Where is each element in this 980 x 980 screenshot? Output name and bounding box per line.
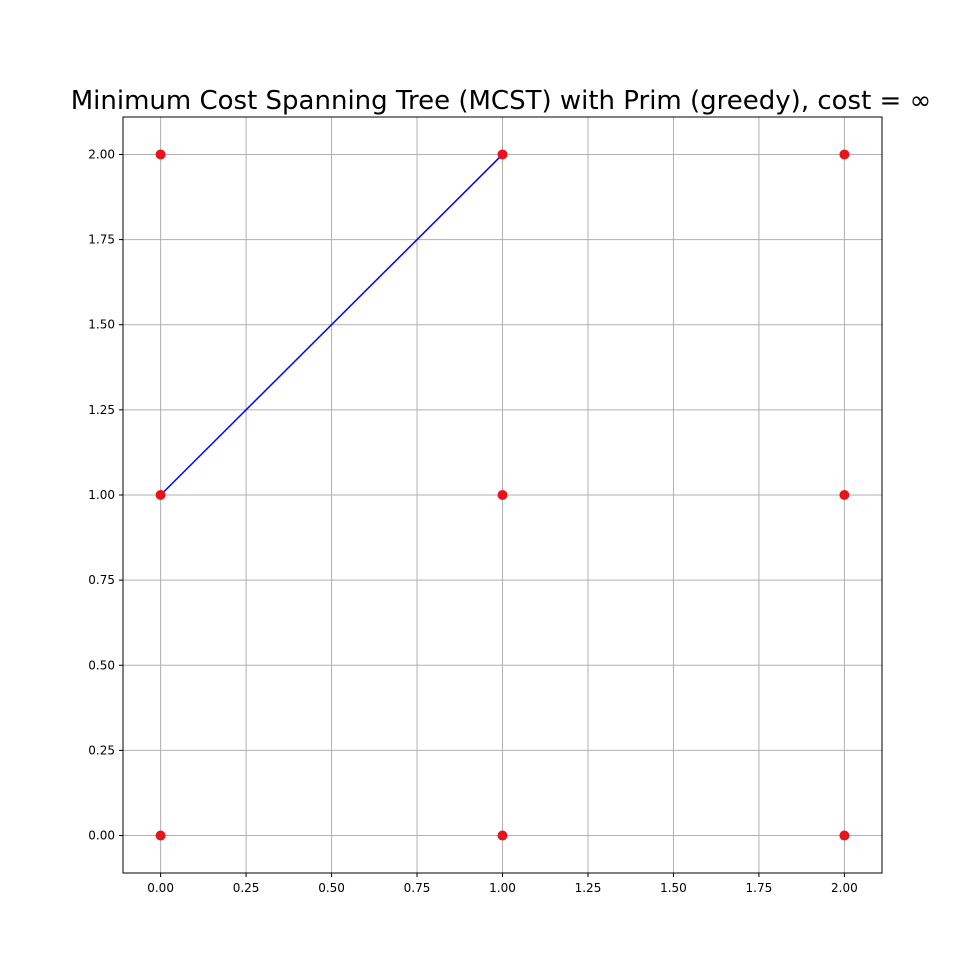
x-tick-label: 0.50	[318, 881, 345, 895]
y-tick-label: 1.25	[88, 403, 115, 417]
y-tick-label: 1.75	[88, 233, 115, 247]
graph-node-point	[839, 490, 850, 500]
y-tick-label: 2.00	[88, 147, 115, 161]
x-tick-label: 1.25	[575, 881, 602, 895]
x-tick-label: 1.50	[660, 881, 687, 895]
x-tick-label: 1.00	[489, 881, 516, 895]
y-tick-label: 1.50	[88, 318, 115, 332]
graph-node-point	[497, 490, 508, 500]
graph-node-point	[155, 490, 166, 500]
chart-title: Minimum Cost Spanning Tree (MCST) with P…	[71, 86, 932, 116]
x-axis-ticks: 0.00 0.25 0.50 0.75 1.00 1.25 1.50 1.75 2.00	[147, 873, 858, 895]
mst-edges	[160, 153, 504, 496]
x-tick-label: 2.00	[831, 881, 858, 895]
graph-node-point	[839, 149, 850, 160]
y-tick-label: 0.50	[88, 658, 115, 672]
x-tick-label: 1.75	[746, 881, 773, 895]
graph-node-point	[497, 830, 508, 841]
graph-node-point	[497, 149, 508, 160]
y-tick-label: 0.75	[88, 573, 115, 587]
y-tick-label: 0.25	[88, 743, 115, 757]
y-axis-ticks: 0.00 0.25 0.50 0.75 1.00 1.25 1.50 1.75 2.00	[88, 147, 123, 843]
x-tick-label: 0.00	[147, 881, 174, 895]
y-tick-label: 0.00	[88, 829, 115, 843]
graph-node-point	[839, 830, 850, 841]
x-tick-label: 0.75	[404, 881, 431, 895]
y-tick-label: 1.00	[88, 488, 115, 502]
graph-node-point	[155, 830, 166, 841]
graph-node-point	[155, 149, 166, 160]
mst-edge	[160, 153, 504, 496]
x-tick-label: 0.25	[233, 881, 260, 895]
graph-nodes	[155, 149, 850, 841]
